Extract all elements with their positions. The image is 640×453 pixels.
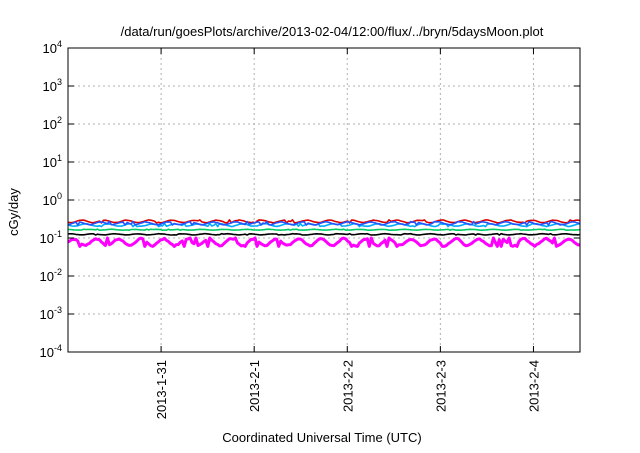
x-tick-label: 2013-2-3 (433, 360, 448, 412)
y-tick-label: 10-3 (40, 305, 62, 322)
y-tick-label: 10-4 (40, 343, 62, 360)
grid-lines (68, 48, 580, 352)
y-tick-label: 102 (43, 115, 62, 132)
series-line (68, 220, 581, 226)
y-tick-label: 103 (43, 77, 62, 94)
x-tick-label: 2013-1-31 (154, 360, 169, 419)
x-axis-label: Coordinated Universal Time (UTC) (222, 430, 421, 445)
y-tick-label: 10-1 (40, 229, 62, 246)
x-axis: 2013-1-31 2013-2-1 2013-2-2 2013-2-3 2013-2-… (154, 48, 541, 419)
x-tick-label: 2013-2-1 (247, 360, 262, 412)
y-axis-label: cGy/day (6, 188, 21, 236)
y-tick-label: 104 (43, 39, 62, 56)
series-line (68, 232, 581, 236)
x-tick-label: 2013-2-2 (340, 360, 355, 412)
y-axis: 10-4 10-3 10-2 10-1 100 101 102 103 104 (40, 39, 580, 360)
chart-title: /data/run/goesPlots/archive/2013-02-04/1… (121, 24, 544, 39)
y-tick-label: 101 (43, 153, 62, 170)
data-series-group (67, 219, 581, 248)
series-line (67, 236, 580, 248)
y-tick-label: 10-2 (40, 267, 62, 284)
y-tick-label: 100 (43, 191, 62, 208)
series-line (67, 228, 581, 231)
x-tick-label: 2013-2-4 (526, 360, 541, 412)
